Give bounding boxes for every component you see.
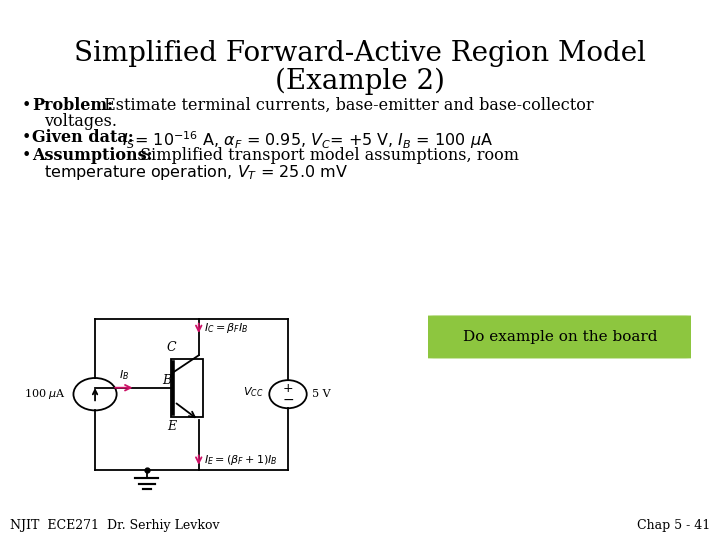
Text: Estimate terminal currents, base-emitter and base-collector: Estimate terminal currents, base-emitter… (99, 97, 593, 114)
Text: $I_E = (\beta_F + 1)I_B$: $I_E = (\beta_F + 1)I_B$ (204, 453, 278, 467)
Text: Simplified Forward-Active Region Model: Simplified Forward-Active Region Model (74, 40, 646, 67)
Text: E: E (167, 420, 176, 433)
Text: Problem:: Problem: (32, 97, 113, 114)
Text: 100 $\mu$A: 100 $\mu$A (24, 387, 66, 401)
Bar (171, 359, 203, 417)
Text: Chap 5 - 41: Chap 5 - 41 (636, 519, 710, 532)
Text: 5 V: 5 V (312, 389, 331, 399)
Text: C: C (166, 341, 176, 354)
Text: voltages.: voltages. (44, 113, 117, 130)
Text: Do example on the board: Do example on the board (462, 330, 657, 344)
Text: −: − (282, 393, 294, 407)
Text: Assumptions:: Assumptions: (32, 147, 153, 164)
Text: B: B (162, 374, 171, 387)
FancyBboxPatch shape (420, 316, 699, 358)
Text: NJIT  ECE271  Dr. Serhiy Levkov: NJIT ECE271 Dr. Serhiy Levkov (10, 519, 220, 532)
Text: $I_S$= 10$^{-16}$ A, $\alpha_F$ = 0.95, $V_C$= +5 V, $I_B$ = 100 $\mu$A: $I_S$= 10$^{-16}$ A, $\alpha_F$ = 0.95, … (117, 129, 493, 151)
Text: (Example 2): (Example 2) (275, 68, 445, 96)
Text: $V_{CC}$: $V_{CC}$ (243, 385, 264, 399)
Text: +: + (283, 382, 293, 395)
Text: •: • (22, 97, 32, 114)
Text: Simplified transport model assumptions, room: Simplified transport model assumptions, … (135, 147, 519, 164)
Text: $I_B$: $I_B$ (119, 368, 129, 382)
Text: temperature operation, $V_T$ = 25.0 mV: temperature operation, $V_T$ = 25.0 mV (44, 163, 348, 182)
Text: Given data:: Given data: (32, 129, 134, 146)
Text: $I_C = \beta_F I_B$: $I_C = \beta_F I_B$ (204, 321, 249, 335)
Text: •: • (22, 147, 32, 164)
Text: •: • (22, 129, 32, 146)
